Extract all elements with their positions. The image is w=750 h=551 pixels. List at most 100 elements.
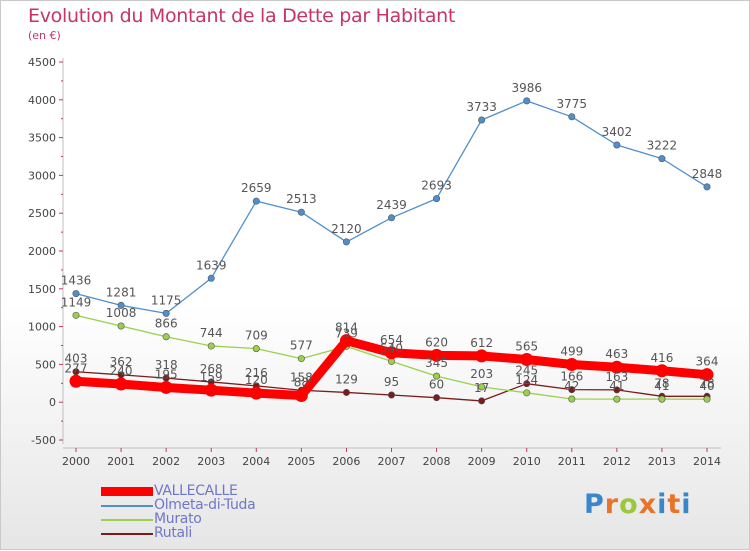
data-label: 565	[515, 339, 538, 353]
x-tick-label: 2008	[423, 455, 451, 468]
x-tick-label: 2000	[62, 455, 90, 468]
data-point	[433, 195, 441, 203]
data-label: 364	[696, 355, 719, 369]
data-label: 866	[155, 317, 178, 331]
data-point	[568, 113, 576, 121]
x-tick-label: 2002	[152, 455, 180, 468]
data-label: 129	[335, 372, 358, 386]
data-point	[207, 274, 215, 282]
legend-swatch	[101, 487, 153, 496]
data-label: 3986	[511, 81, 542, 95]
data-point	[162, 333, 170, 341]
data-label: 195	[155, 367, 178, 381]
x-tick-label: 2006	[332, 455, 360, 468]
data-label: 620	[425, 335, 448, 349]
data-label: 163	[605, 370, 628, 384]
logo-letter: P	[584, 489, 605, 520]
data-label: 1008	[106, 306, 137, 320]
data-label: 499	[560, 344, 583, 358]
data-point	[430, 348, 444, 362]
data-label: 345	[425, 356, 448, 370]
data-label: 612	[470, 336, 493, 350]
logo-letter: t	[667, 489, 682, 520]
y-tick-label: 1000	[28, 321, 56, 334]
data-label: 42	[564, 379, 579, 393]
data-point	[568, 386, 576, 394]
data-point	[658, 395, 666, 403]
data-label: 203	[470, 367, 493, 381]
data-label: 124	[515, 373, 538, 387]
x-tick-label: 2004	[242, 455, 270, 468]
data-label: 40	[699, 379, 714, 393]
data-point	[658, 155, 666, 163]
data-point	[613, 395, 621, 403]
data-label: 709	[245, 329, 268, 343]
data-point	[655, 364, 669, 378]
data-label: 1149	[61, 295, 92, 309]
legend-label: Rutali	[154, 525, 193, 541]
data-label: 2659	[241, 181, 272, 195]
data-label: 814	[335, 321, 358, 335]
data-point	[159, 380, 173, 394]
data-point	[703, 183, 711, 191]
data-label: 277	[65, 361, 88, 375]
data-label: 78	[654, 376, 669, 390]
data-label: 159	[200, 370, 223, 384]
chart-unit: (en €)	[28, 29, 61, 42]
data-point	[478, 116, 486, 124]
data-point	[387, 391, 395, 399]
data-label: 318	[155, 358, 178, 372]
data-label: 216	[245, 366, 268, 380]
data-label: 577	[290, 339, 313, 353]
y-tick-label: -500	[31, 434, 56, 447]
data-label: 739	[335, 326, 358, 340]
y-tick-label: 0	[49, 396, 56, 409]
data-point	[613, 386, 621, 394]
data-label: 120	[245, 373, 268, 387]
data-point	[523, 389, 531, 397]
x-tick-label: 2009	[468, 455, 496, 468]
legend-swatch	[101, 519, 153, 521]
data-point	[117, 301, 125, 309]
data-point	[565, 357, 579, 371]
data-label: 245	[515, 364, 538, 378]
x-tick-label: 2012	[603, 455, 631, 468]
logo-letter: i	[681, 489, 692, 520]
data-label: 2439	[376, 198, 407, 212]
data-point	[703, 395, 711, 403]
proxiti-logo: Proxiti	[584, 489, 692, 520]
data-point	[339, 334, 353, 348]
data-point	[387, 214, 395, 222]
x-tick-label: 2013	[648, 455, 676, 468]
data-label: 1175	[151, 293, 182, 307]
data-point	[72, 290, 80, 298]
data-label: 416	[650, 351, 673, 365]
legend-label: VALLECALLE	[154, 483, 238, 499]
data-label: 88	[294, 376, 309, 390]
data-point	[114, 377, 128, 391]
y-tick-label: 1500	[28, 283, 56, 296]
data-label: 744	[200, 326, 223, 340]
data-label: 2513	[286, 192, 317, 206]
data-label: 2120	[331, 222, 362, 236]
data-label: 1639	[196, 258, 227, 272]
data-point	[385, 346, 398, 360]
data-label: 463	[605, 347, 628, 361]
data-point	[523, 380, 531, 388]
data-point	[117, 322, 125, 330]
data-label: 3775	[557, 97, 588, 111]
data-point	[568, 395, 576, 403]
logo-letter: x	[638, 489, 658, 520]
x-tick-label: 2007	[378, 455, 406, 468]
data-point	[475, 349, 489, 363]
data-point	[162, 309, 170, 317]
data-point	[252, 345, 260, 353]
data-label: 3733	[466, 100, 497, 114]
data-point	[249, 386, 263, 400]
data-point	[610, 360, 624, 374]
x-tick-label: 2014	[693, 455, 721, 468]
data-point	[520, 352, 534, 366]
x-tick-label: 2003	[197, 455, 225, 468]
